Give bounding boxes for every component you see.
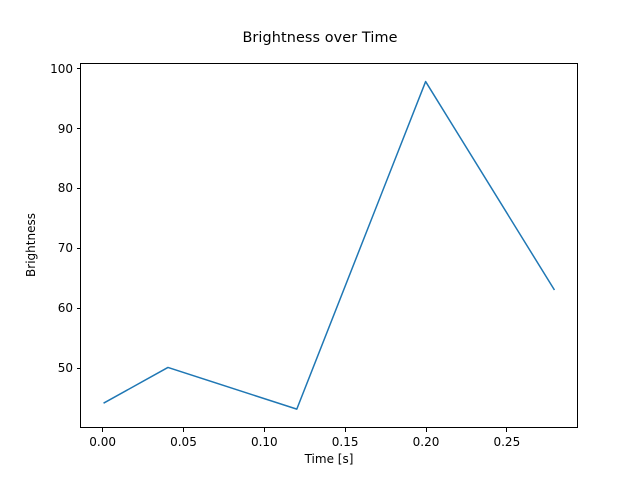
x-tick-mark — [344, 428, 346, 432]
x-tick-mark — [182, 428, 185, 432]
x-tick-mark — [506, 428, 508, 432]
x-tick-label: 0.00 — [89, 435, 116, 449]
x-tick-label: 0.05 — [170, 435, 197, 449]
y-tick-label: 100 — [50, 61, 73, 76]
brightness-line-series — [103, 80, 556, 410]
plot-axes-frame — [80, 63, 578, 428]
x-tick-label: 0.15 — [331, 435, 359, 449]
x-tick-mark — [102, 428, 104, 432]
y-tick-label: 70 — [57, 241, 73, 256]
chart-title: Brightness over Time — [242, 30, 398, 46]
x-tick-label: 0.20 — [412, 435, 440, 449]
y-tick-mark — [76, 68, 80, 70]
y-tick-label: 90 — [57, 121, 73, 136]
line-plot-canvas — [103, 80, 556, 410]
x-axis-label: Time [s] — [304, 452, 354, 466]
x-tick-mark — [263, 428, 265, 432]
x-tick-label: 0.10 — [250, 435, 278, 449]
y-tick-mark — [76, 187, 80, 189]
y-tick-mark — [76, 307, 80, 309]
y-tick-label: 80 — [57, 181, 73, 196]
y-tick-mark — [76, 367, 80, 369]
y-tick-mark — [76, 128, 80, 130]
y-tick-mark — [76, 247, 80, 249]
x-tick-mark — [425, 428, 427, 432]
x-tick-label: 0.25 — [493, 435, 521, 449]
y-tick-label: 50 — [57, 361, 73, 376]
y-tick-label: 60 — [57, 301, 73, 316]
